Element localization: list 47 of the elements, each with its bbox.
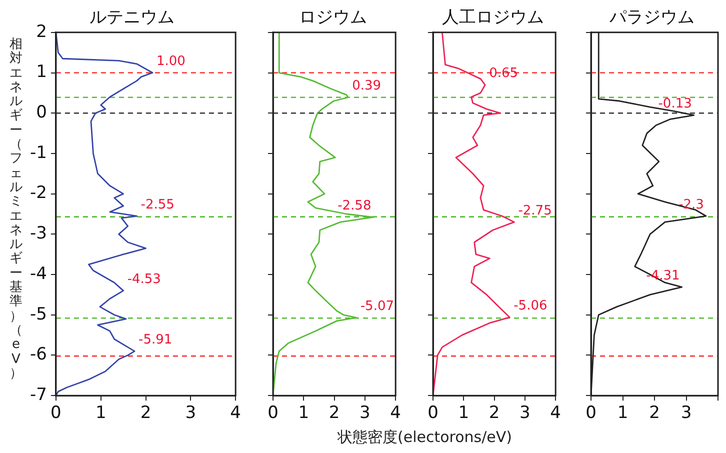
annotation: -5.06 bbox=[514, 298, 548, 314]
x-tick-label: 2 bbox=[488, 403, 500, 424]
annotation: -2.55 bbox=[140, 197, 174, 212]
chart-title: ロジウム bbox=[299, 8, 367, 28]
text: 相対エネルギー（フェルミエネルギー基準）（eV） bbox=[10, 37, 22, 381]
annotation: -2.75 bbox=[518, 203, 552, 218]
chart-title: 人工ロジウム bbox=[442, 8, 544, 28]
x-tick-label: 1 bbox=[617, 403, 628, 424]
annotation: 0.65 bbox=[489, 66, 518, 82]
x-tick-label: 0 bbox=[586, 403, 596, 424]
chart-title: パラジウム bbox=[608, 8, 694, 28]
x-tick-label: 1 bbox=[458, 403, 470, 424]
y-tick-label: -1 bbox=[30, 142, 47, 163]
annotation: -5.07 bbox=[360, 299, 394, 314]
y-tick-label: -4 bbox=[30, 264, 47, 284]
x-tick-label: 3 bbox=[520, 403, 530, 424]
annotation: -2.3 bbox=[678, 197, 704, 212]
y-tick-label: -2 bbox=[30, 183, 47, 204]
x-tick-label: 3 bbox=[680, 403, 692, 424]
chart-title: ルテニウム bbox=[90, 8, 174, 28]
annotation: -5.91 bbox=[138, 332, 172, 348]
y-tick-label: 1 bbox=[36, 62, 47, 82]
annotation: -4.53 bbox=[127, 272, 161, 288]
annotation: 0.39 bbox=[352, 78, 382, 94]
x-tick-label: 2 bbox=[328, 403, 340, 424]
x-tick-label: 2 bbox=[140, 403, 152, 424]
x-tick-label: 4 bbox=[550, 403, 562, 424]
y-tick-label: -5 bbox=[30, 304, 47, 324]
x-axis-title: 状態密度(electorons/eV) bbox=[338, 428, 512, 447]
y-tick-label: 0 bbox=[36, 102, 47, 123]
x-tick-label: 4 bbox=[230, 403, 242, 424]
x-tick-label: 3 bbox=[185, 403, 196, 424]
x-tick-label: 4 bbox=[390, 403, 402, 424]
x-tick-label: 0 bbox=[50, 403, 62, 424]
y-tick-label: -3 bbox=[30, 224, 47, 244]
x-tick-label: 1 bbox=[95, 403, 106, 424]
x-tick-label: 0 bbox=[428, 403, 438, 424]
annotation: 1.00 bbox=[156, 54, 186, 70]
y-tick-label: 2 bbox=[36, 22, 47, 42]
x-tick-label: 3 bbox=[360, 403, 370, 424]
y-tick-label: -6 bbox=[30, 344, 47, 365]
annotation: -0.13 bbox=[658, 96, 692, 112]
x-tick-label: 2 bbox=[649, 403, 660, 424]
x-tick-label: 1 bbox=[298, 403, 310, 424]
y-tick-label: -7 bbox=[30, 385, 47, 406]
annotation: -2.58 bbox=[338, 198, 372, 214]
x-tick-label: 0 bbox=[268, 403, 278, 424]
